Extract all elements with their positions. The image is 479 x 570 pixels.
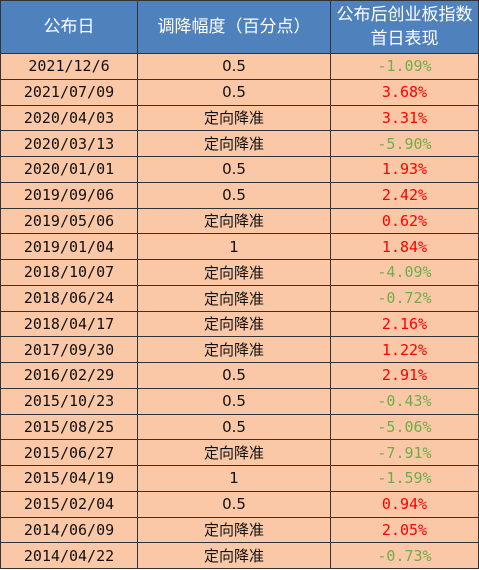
date-cell: 2014/06/09 (0, 516, 138, 544)
table-row: 2021/07/09 0.5 3.68% (0, 78, 479, 106)
cut-cell: 定向降准 (137, 259, 331, 286)
date-cell: 2020/04/03 (0, 104, 138, 132)
return-cell: -5.06% (330, 413, 479, 441)
return-cell: 1.22% (330, 336, 479, 363)
table-row: 2015/02/04 0.5 0.94% (0, 490, 479, 518)
header-row: 公布日 调降幅度（百分点） 公布后创业板指数首日表现 (0, 0, 479, 54)
date-cell: 2018/06/24 (0, 284, 138, 312)
table-row: 2019/09/06 0.5 2.42% (0, 181, 479, 209)
cut-cell: 0.5 (137, 490, 331, 518)
table-row: 2015/08/25 0.5 -5.06% (0, 413, 479, 441)
cut-cell: 定向降准 (137, 310, 331, 338)
return-cell: 2.91% (330, 362, 479, 389)
date-cell: 2019/05/06 (0, 207, 138, 235)
date-cell: 2015/06/27 (0, 439, 138, 466)
cut-cell: 1 (137, 233, 331, 260)
cut-cell: 0.5 (137, 53, 331, 80)
return-cell: -1.09% (330, 53, 479, 80)
return-cell: 3.68% (330, 78, 479, 106)
cut-cell: 定向降准 (137, 439, 331, 466)
table-row: 2014/04/22 定向降准 -0.73% (0, 542, 479, 569)
return-cell: 3.31% (330, 104, 479, 132)
table-row: 2020/04/03 定向降准 3.31% (0, 104, 479, 132)
return-cell: 0.94% (330, 490, 479, 518)
return-cell: 2.05% (330, 516, 479, 544)
date-cell: 2020/01/01 (0, 156, 138, 183)
cut-cell: 定向降准 (137, 130, 331, 157)
return-cell: -5.90% (330, 130, 479, 157)
table-row: 2015/10/23 0.5 -0.43% (0, 387, 479, 415)
table-row: 2020/03/13 定向降准 -5.90% (0, 130, 479, 157)
return-cell: -7.91% (330, 439, 479, 466)
table-body: 2021/12/6 0.5 -1.09% 2021/07/09 0.5 3.68% 2020… (0, 53, 479, 569)
date-cell: 2017/09/30 (0, 336, 138, 363)
table-row: 2018/06/24 定向降准 -0.72% (0, 284, 479, 312)
return-cell: 1.93% (330, 156, 479, 183)
cut-cell: 定向降准 (137, 336, 331, 363)
cut-cell: 0.5 (137, 413, 331, 441)
return-cell: -0.43% (330, 387, 479, 415)
cut-cell: 0.5 (137, 362, 331, 389)
table-row: 2020/01/01 0.5 1.93% (0, 156, 479, 183)
cut-cell: 1 (137, 465, 331, 492)
cut-cell: 0.5 (137, 181, 331, 209)
date-cell: 2016/02/29 (0, 362, 138, 389)
table-row: 2019/05/06 定向降准 0.62% (0, 207, 479, 235)
table-row: 2016/02/29 0.5 2.91% (0, 362, 479, 389)
date-cell: 2019/09/06 (0, 181, 138, 209)
cut-cell: 0.5 (137, 387, 331, 415)
cut-cell: 定向降准 (137, 207, 331, 235)
date-cell: 2019/01/04 (0, 233, 138, 260)
date-cell: 2020/03/13 (0, 130, 138, 157)
cut-cell: 定向降准 (137, 542, 331, 569)
cut-cell: 定向降准 (137, 284, 331, 312)
date-cell: 2018/10/07 (0, 259, 138, 286)
table-row: 2015/06/27 定向降准 -7.91% (0, 439, 479, 466)
table-row: 2018/10/07 定向降准 -4.09% (0, 259, 479, 286)
header-cut: 调降幅度（百分点） (137, 0, 331, 54)
return-cell: -4.09% (330, 259, 479, 286)
header-date: 公布日 (0, 0, 138, 54)
cut-cell: 定向降准 (137, 516, 331, 544)
return-cell: -0.73% (330, 542, 479, 569)
table-row: 2014/06/09 定向降准 2.05% (0, 516, 479, 544)
date-cell: 2021/12/6 (0, 53, 138, 80)
date-cell: 2015/08/25 (0, 413, 138, 441)
table-row: 2019/01/04 1 1.84% (0, 233, 479, 260)
cut-cell: 定向降准 (137, 104, 331, 132)
table-row: 2018/04/17 定向降准 2.16% (0, 310, 479, 338)
date-cell: 2015/10/23 (0, 387, 138, 415)
return-cell: -0.72% (330, 284, 479, 312)
header-return: 公布后创业板指数首日表现 (330, 0, 479, 54)
date-cell: 2015/04/19 (0, 465, 138, 492)
table-row: 2017/09/30 定向降准 1.22% (0, 336, 479, 363)
return-cell: -1.59% (330, 465, 479, 492)
date-cell: 2015/02/04 (0, 490, 138, 518)
table-row: 2021/12/6 0.5 -1.09% (0, 53, 479, 80)
return-cell: 1.84% (330, 233, 479, 260)
return-cell: 2.42% (330, 181, 479, 209)
date-cell: 2014/04/22 (0, 542, 138, 569)
return-cell: 2.16% (330, 310, 479, 338)
return-cell: 0.62% (330, 207, 479, 235)
date-cell: 2021/07/09 (0, 78, 138, 106)
cut-cell: 0.5 (137, 78, 331, 106)
date-cell: 2018/04/17 (0, 310, 138, 338)
cut-cell: 0.5 (137, 156, 331, 183)
table-row: 2015/04/19 1 -1.59% (0, 465, 479, 492)
